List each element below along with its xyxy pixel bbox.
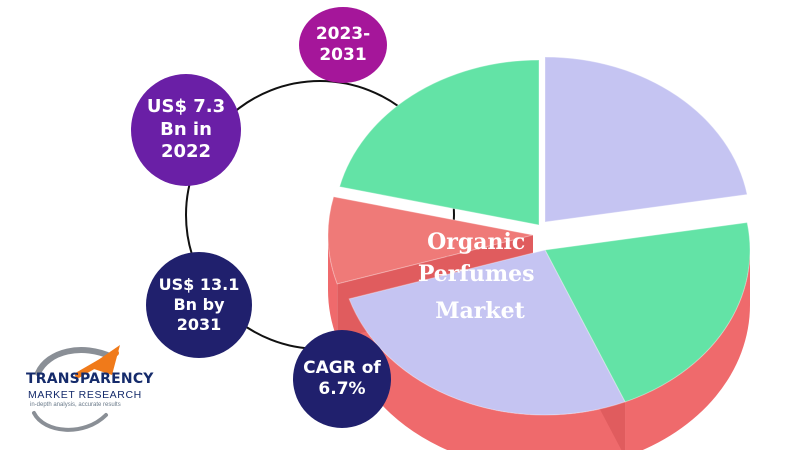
company-logo: TRANSPARENCY MARKET RESEARCH in-depth an…	[20, 345, 154, 435]
pie-slice	[544, 221, 751, 403]
logo-tagline: in-depth analysis, accurate results	[30, 402, 121, 408]
pie-slice-side	[349, 298, 626, 450]
pie-slice	[338, 59, 540, 226]
pie-slice	[348, 249, 626, 416]
logo-name: TRANSPARENCY	[26, 371, 154, 387]
market-size-2022-text: US$ 7.3 Bn in 2022	[146, 96, 226, 163]
cagr-text: CAGR of 6.7%	[303, 357, 381, 399]
pie-chart	[327, 56, 751, 450]
logo-subtitle: MARKET RESEARCH	[28, 389, 142, 401]
pie-title-line: Market	[435, 298, 525, 324]
forecast-period-bubble: 2023- 2031	[299, 7, 387, 83]
pie-title: Organic Perfumes Market	[418, 229, 542, 324]
pie-slice	[544, 56, 748, 223]
market-size-2022-bubble: US$ 7.3 Bn in 2022	[131, 74, 241, 186]
cagr-bubble: CAGR of 6.7%	[293, 330, 391, 428]
logo-arrow-icon	[32, 345, 120, 432]
pie-title-line: Perfumes	[418, 261, 535, 287]
pie-slice-side	[328, 235, 338, 339]
market-size-2031-bubble: US$ 13.1 Bn by 2031	[146, 252, 252, 358]
pie-slice	[327, 196, 534, 285]
forecast-period-text: 2023- 2031	[315, 23, 371, 65]
market-size-2031-text: US$ 13.1 Bn by 2031	[158, 275, 240, 334]
pie-title-line: Organic	[427, 229, 525, 255]
pie-slice-side	[625, 250, 750, 450]
